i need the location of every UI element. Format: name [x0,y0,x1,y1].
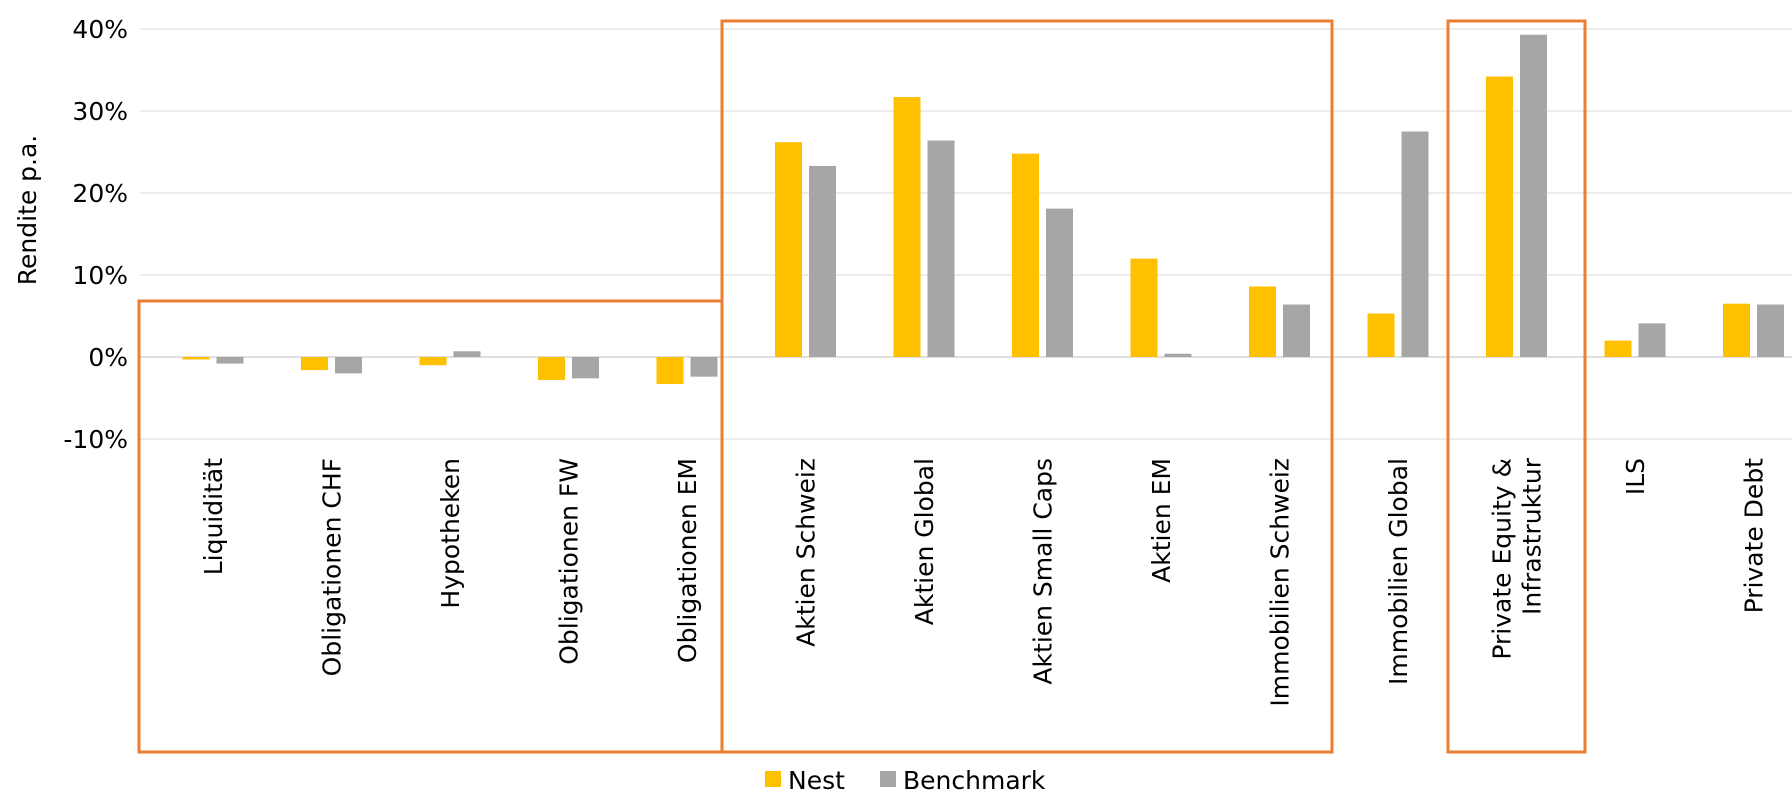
category-label: Immobilien Schweiz [1266,458,1295,707]
bar-benchmark [1638,323,1666,357]
group-box [1446,19,1587,754]
bar-nest [1723,303,1750,357]
category-label: Aktien Small Caps [1029,458,1058,685]
category-label: Private Equity &Infrastruktur [1488,457,1547,659]
category-label: Private Debt [1740,458,1769,614]
bar-nest [1604,340,1632,357]
category-label: Obligationen EM [673,458,702,663]
bar-benchmark [1520,34,1547,358]
category-labels: Liquidität Obligationen CHF Hypotheken Obli… [199,457,1769,706]
y-tick-label: -10% [63,425,128,454]
gridlines [140,28,1792,440]
bar-nest [1130,258,1158,357]
category-label: Aktien Global [910,458,939,625]
legend-swatch-benchmark [880,771,896,787]
bar-benchmark [572,357,599,379]
y-tick-label: 0% [88,343,128,372]
bar-benchmark [1046,208,1073,357]
legend-label-benchmark: Benchmark [903,766,1046,793]
y-tick-labels: -10% 0% 10% 20% 30% 40% [63,15,128,454]
y-tick-label: 40% [72,15,128,44]
bar-nest [182,357,210,360]
bar-benchmark [453,351,481,357]
category-label: Obligationen CHF [318,458,347,676]
bar-benchmark [216,357,244,364]
bars [182,34,1784,385]
category-label: Immobilien Global [1384,458,1413,685]
bar-benchmark [1401,131,1429,357]
category-label: Hypotheken [436,458,465,609]
bar-nest [301,357,328,371]
bar-benchmark [1283,304,1310,357]
bar-benchmark [1757,304,1784,357]
legend-label-nest: Nest [788,766,845,793]
y-axis-label: Rendite p.a. [13,135,42,286]
y-tick-label: 10% [72,261,128,290]
legend: Nest Benchmark [765,766,1046,793]
y-tick-label: 30% [72,97,128,126]
bar-nest [419,357,447,366]
bar-nest [1367,313,1395,357]
bar-nest [1249,286,1276,357]
legend-swatch-nest [765,771,781,787]
group-boxes [137,19,1587,754]
y-tick-label: 20% [72,179,128,208]
group-box [720,19,1334,754]
bar-nest [893,97,921,357]
bar-nest [1486,76,1513,357]
bar-benchmark [927,140,955,357]
bar-nest [775,142,802,357]
category-label: Aktien Schweiz [792,458,821,647]
bar-benchmark [809,165,836,357]
bar-benchmark [1164,353,1192,357]
bar-benchmark [690,357,718,377]
category-label: Obligationen FW [555,458,584,665]
category-label: Aktien EM [1147,458,1176,583]
category-label: Liquidität [199,458,228,575]
bar-benchmark [335,357,362,374]
bar-nest [656,357,684,385]
bar-nest [538,357,565,380]
bar-nest [1012,153,1039,357]
category-label: ILS [1621,458,1650,495]
